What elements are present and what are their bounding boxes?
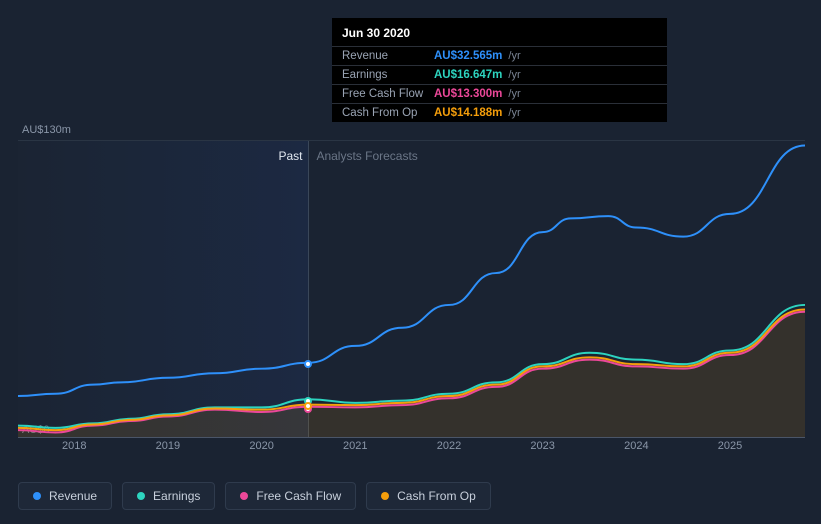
- tooltip-row: EarningsAU$16.647m/yr: [332, 65, 667, 84]
- x-tick: 2022: [437, 440, 461, 452]
- tooltip-metric-label: Earnings: [342, 69, 434, 81]
- legend-item-cash-from-op[interactable]: Cash From Op: [366, 482, 491, 510]
- legend-label: Free Cash Flow: [256, 489, 341, 503]
- legend-item-free-cash-flow[interactable]: Free Cash Flow: [225, 482, 356, 510]
- x-tick: 2018: [62, 440, 86, 452]
- chart-legend: Revenue Earnings Free Cash Flow Cash From O…: [18, 482, 491, 510]
- chart-plot-area[interactable]: Past Analysts Forecasts: [18, 140, 805, 438]
- x-tick: 2024: [624, 440, 648, 452]
- x-axis: 2018 2019 2020 2021 2022 2023 2024 2025: [18, 440, 805, 460]
- marker-revenue: [304, 360, 312, 368]
- tooltip-metric-unit: /yr: [508, 88, 520, 100]
- x-tick: 2023: [530, 440, 554, 452]
- tooltip-row: Cash From OpAU$14.188m/yr: [332, 103, 667, 122]
- legend-dot-icon: [381, 492, 389, 500]
- tooltip-metric-label: Revenue: [342, 50, 434, 62]
- legend-label: Cash From Op: [397, 489, 476, 503]
- x-tick: 2019: [156, 440, 180, 452]
- tooltip-metric-value: AU$32.565m: [434, 50, 502, 62]
- tooltip-metric-value: AU$16.647m: [434, 69, 502, 81]
- legend-item-revenue[interactable]: Revenue: [18, 482, 112, 510]
- tooltip-metric-unit: /yr: [508, 50, 520, 62]
- legend-dot-icon: [240, 492, 248, 500]
- tooltip-row: Free Cash FlowAU$13.300m/yr: [332, 84, 667, 103]
- x-tick: 2021: [343, 440, 367, 452]
- legend-item-earnings[interactable]: Earnings: [122, 482, 215, 510]
- tooltip-metric-unit: /yr: [508, 107, 520, 119]
- series-line-revenue: [18, 146, 805, 396]
- legend-dot-icon: [33, 492, 41, 500]
- tooltip-date: Jun 30 2020: [332, 18, 667, 46]
- marker-cfo: [304, 402, 312, 410]
- tooltip-metric-label: Free Cash Flow: [342, 88, 434, 100]
- tooltip-metric-value: AU$14.188m: [434, 107, 502, 119]
- legend-label: Revenue: [49, 489, 97, 503]
- x-tick: 2025: [718, 440, 742, 452]
- tooltip-metric-unit: /yr: [508, 69, 520, 81]
- legend-dot-icon: [137, 492, 145, 500]
- chart-lines-svg: [18, 141, 805, 437]
- y-axis-max-label: AU$130m: [22, 124, 71, 136]
- legend-label: Earnings: [153, 489, 200, 503]
- tooltip-metric-label: Cash From Op: [342, 107, 434, 119]
- hover-tooltip: Jun 30 2020 RevenueAU$32.565m/yrEarnings…: [332, 18, 667, 122]
- tooltip-metric-value: AU$13.300m: [434, 88, 502, 100]
- tooltip-row: RevenueAU$32.565m/yr: [332, 46, 667, 65]
- x-tick: 2020: [249, 440, 273, 452]
